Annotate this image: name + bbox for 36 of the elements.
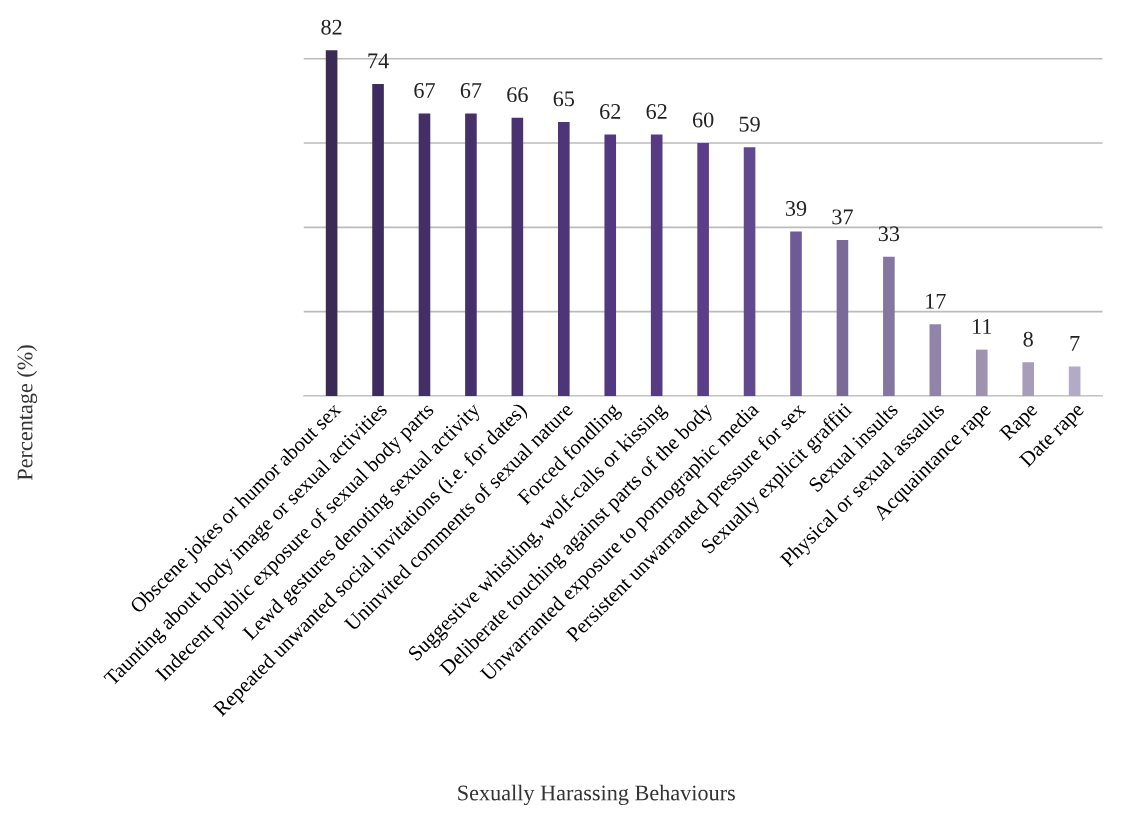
data-label: 39 (785, 201, 807, 216)
bar (883, 256, 895, 396)
bar (975, 349, 988, 396)
bar (929, 324, 942, 396)
bar (790, 231, 802, 396)
data-label: 17 (926, 293, 946, 309)
data-label: 82 (321, 19, 342, 35)
data-label: 7 (1070, 336, 1080, 351)
bar (836, 240, 849, 396)
data-label: 62 (600, 104, 621, 119)
x-axis-title: Sexually Harassing Behaviours (458, 784, 735, 806)
bar (604, 134, 617, 396)
bar (558, 121, 570, 396)
bar (650, 134, 663, 396)
data-label: 65 (553, 91, 575, 107)
bar (743, 147, 756, 396)
data-label: 33 (878, 226, 900, 242)
bar (1022, 362, 1034, 396)
bar (325, 50, 338, 396)
bar (697, 143, 709, 396)
y-axis-title: Percentage (%) (16, 345, 38, 481)
bar (465, 113, 477, 396)
data-label: 74 (368, 53, 389, 69)
data-label: 67 (460, 82, 482, 98)
data-label: 60 (692, 112, 714, 128)
data-label: 62 (646, 104, 667, 119)
data-label: 11 (973, 319, 992, 334)
data-label: 67 (414, 82, 435, 98)
bar (418, 113, 431, 396)
bar (511, 117, 524, 396)
data-label: 59 (739, 116, 760, 132)
data-label: 8 (1023, 331, 1033, 347)
data-label: 37 (832, 209, 853, 225)
data-label: 66 (507, 87, 528, 103)
bar (1068, 366, 1081, 396)
bar (372, 84, 384, 396)
